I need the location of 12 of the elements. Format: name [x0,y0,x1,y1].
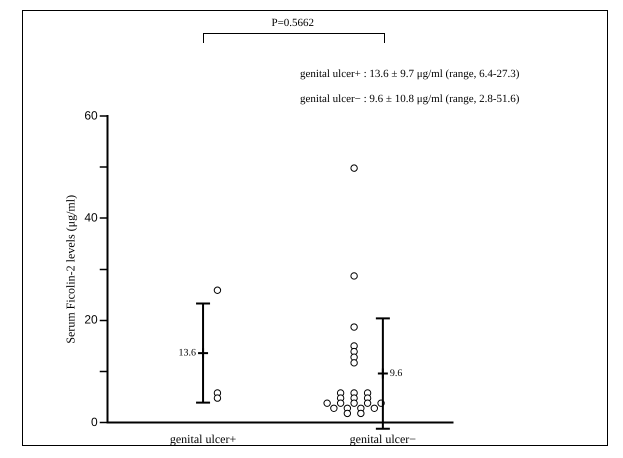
x-tick-label: genital ulcer+ [170,432,236,446]
y-tick-label: 40 [84,210,98,225]
y-tick-label: 20 [84,312,98,327]
y-tick-label: 0 [91,414,98,429]
data-label: 13.6 [178,348,196,359]
text: genital ulcer− : 9.6 ± 10.8 μg/ml (range, 2.8-51.6) [300,93,520,105]
text: P=0.5662 [271,17,314,29]
text: genital ulcer+ : 13.6 ± 9.7 μg/ml (range, 6.4-27.3) [300,68,520,80]
data-label: 9.6 [390,368,402,380]
x-tick-label: genital ulcer− [350,432,416,446]
y-axis-title: Serum Ficolin-2 levels (μg/ml) [63,194,78,344]
y-tick-label: 60 [84,108,98,122]
